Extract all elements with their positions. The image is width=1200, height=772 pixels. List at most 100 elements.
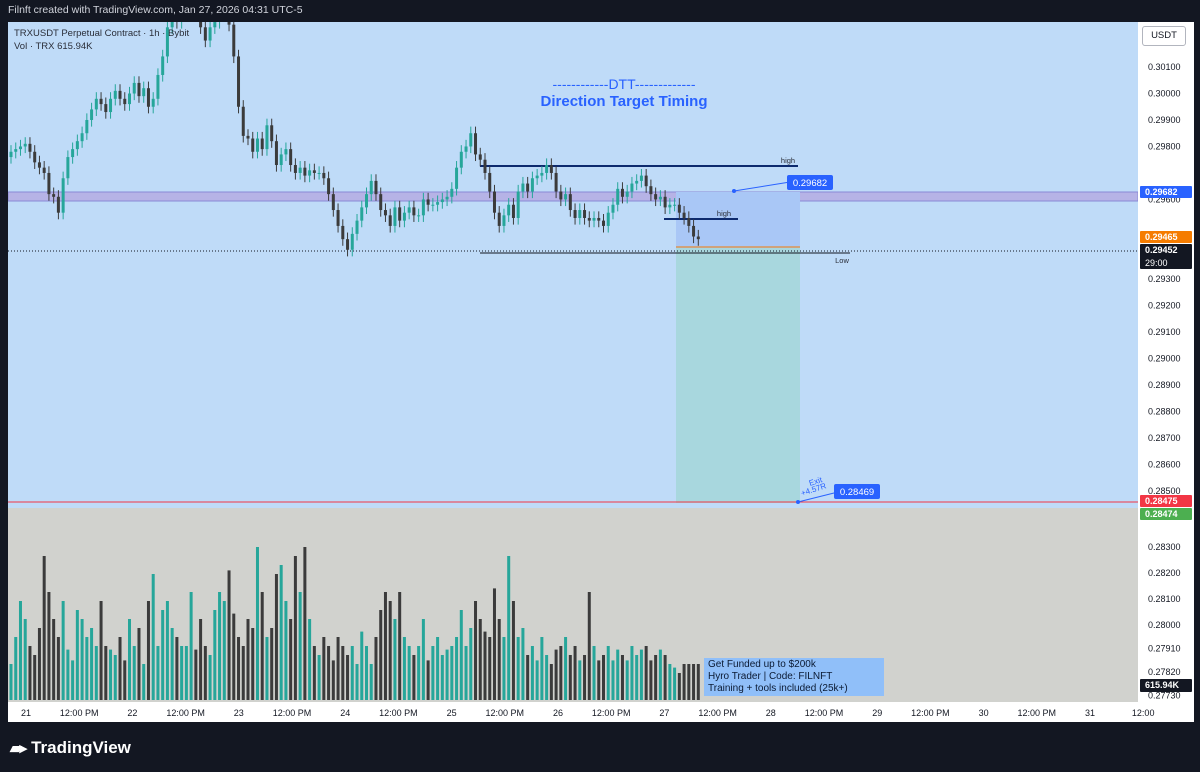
candle-body bbox=[360, 207, 364, 221]
volume-bar bbox=[308, 619, 312, 700]
chart-area[interactable]: ------------DTT------------- Direction T… bbox=[7, 0, 1139, 702]
volume-bar bbox=[540, 637, 544, 700]
candle-body bbox=[583, 210, 587, 218]
time-axis[interactable]: 21 12:00 PM 22 12:00 PM 23 12:00 PM 24 12:00 PM… bbox=[8, 702, 1194, 722]
volume-bar bbox=[289, 619, 293, 700]
dtt-line: ------------DTT------------- bbox=[553, 76, 696, 92]
time-tick: 12:00 PM bbox=[166, 708, 205, 718]
candle-body bbox=[526, 183, 530, 192]
volume-bar bbox=[327, 646, 331, 700]
candle-body bbox=[227, 0, 231, 25]
candle-body bbox=[474, 133, 478, 155]
candle-body bbox=[407, 207, 411, 213]
candles-group bbox=[9, 0, 700, 257]
candle-body bbox=[14, 149, 18, 152]
volume-bar bbox=[232, 613, 236, 700]
candle-body bbox=[587, 217, 591, 221]
volume-bar bbox=[677, 673, 681, 700]
time-axis-canvas: 21 12:00 PM 22 12:00 PM 23 12:00 PM 24 12:00 PM… bbox=[21, 708, 1155, 718]
volume-bar bbox=[284, 601, 288, 700]
time-tick: 12:00 PM bbox=[698, 708, 737, 718]
candle-body bbox=[123, 98, 127, 105]
time-tick: 12:00 PM bbox=[273, 708, 312, 718]
volume-bar bbox=[478, 619, 482, 700]
volume-badge-bg bbox=[1140, 679, 1192, 692]
currency-button[interactable]: USDT bbox=[1142, 26, 1186, 46]
volume-bar bbox=[180, 646, 184, 700]
candle-body bbox=[109, 98, 113, 113]
candle-body bbox=[606, 212, 610, 226]
candle-body bbox=[383, 210, 387, 216]
candle-body bbox=[118, 90, 122, 99]
time-tick: 21 bbox=[21, 708, 31, 718]
time-tick: 28 bbox=[766, 708, 776, 718]
candle-body bbox=[52, 194, 56, 197]
volume-bar bbox=[374, 637, 378, 700]
time-tick: 23 bbox=[234, 708, 244, 718]
volume-bar bbox=[113, 655, 117, 700]
volume-bars-group bbox=[9, 547, 700, 700]
price-badge-bg bbox=[1140, 244, 1192, 269]
volume-bar bbox=[99, 601, 103, 700]
candle-body bbox=[630, 183, 634, 192]
volume-bar bbox=[535, 660, 539, 700]
volume-bar bbox=[393, 619, 397, 700]
candle-body bbox=[398, 207, 402, 221]
price-tick: 0.28500 bbox=[1148, 486, 1181, 496]
candle-body bbox=[165, 27, 169, 57]
candle-body bbox=[161, 56, 165, 75]
price-tick: 0.28600 bbox=[1148, 459, 1181, 469]
volume-bar bbox=[696, 664, 700, 700]
candle-body bbox=[374, 180, 378, 195]
volume-bar bbox=[208, 655, 212, 700]
volume-bar bbox=[606, 646, 610, 700]
candle-body bbox=[71, 149, 75, 158]
volume-bar bbox=[123, 660, 127, 700]
entry-badge-bg bbox=[1140, 231, 1192, 243]
volume-bar bbox=[222, 601, 226, 700]
volume-bar bbox=[151, 574, 155, 700]
symbol-line[interactable]: TRXUSDT Perpetual Contract · 1h · Bybit bbox=[14, 28, 190, 39]
time-tick: 12:00 PM bbox=[379, 708, 418, 718]
volume-bar bbox=[568, 655, 572, 700]
volume-bar bbox=[554, 649, 558, 700]
volume-bar bbox=[274, 574, 278, 700]
candle-body bbox=[564, 194, 568, 200]
volume-bar bbox=[502, 637, 506, 700]
countdown: 29:00 bbox=[1145, 258, 1168, 268]
volume-bar bbox=[189, 592, 193, 700]
price-tick: 0.30000 bbox=[1148, 89, 1181, 99]
candle-body bbox=[677, 204, 681, 213]
time-tick: 12:00 bbox=[1132, 708, 1155, 718]
volume-bar bbox=[237, 637, 241, 700]
volume-bar bbox=[668, 664, 672, 700]
chart-canvas[interactable]: ------------DTT------------- Direction T… bbox=[7, 0, 1139, 702]
volume-bar bbox=[322, 637, 326, 700]
exit-axis-badge-bg bbox=[1140, 508, 1192, 520]
candle-body bbox=[322, 172, 326, 179]
candle-body bbox=[393, 207, 397, 226]
price-axis[interactable]: USDT 0.302000.301000.300000.299000.29800… bbox=[1138, 22, 1194, 702]
volume-bar bbox=[194, 649, 198, 700]
candle-body bbox=[341, 225, 345, 240]
volume-bar bbox=[635, 655, 639, 700]
volume-bar bbox=[165, 601, 169, 700]
price-tick: 0.29000 bbox=[1148, 353, 1181, 363]
volume-bar bbox=[199, 619, 203, 700]
tradingview-logo[interactable]: ▰▸ TradingView bbox=[10, 738, 131, 758]
promo-box: Get Funded up to $200k Hyro Trader | Cod… bbox=[704, 658, 884, 696]
volume-bar bbox=[445, 649, 449, 700]
candle-body bbox=[412, 207, 416, 216]
candle-body bbox=[142, 88, 146, 97]
volume-bar bbox=[14, 637, 18, 700]
candle-body bbox=[232, 24, 236, 57]
candle-body bbox=[445, 196, 449, 200]
candle-body bbox=[417, 215, 421, 217]
target-pointer-dot bbox=[732, 189, 736, 193]
candle-body bbox=[592, 217, 596, 221]
time-tick: 30 bbox=[979, 708, 989, 718]
time-tick: 31 bbox=[1085, 708, 1095, 718]
volume-bar bbox=[360, 631, 364, 700]
candle-body bbox=[692, 225, 696, 237]
volume-bar bbox=[573, 646, 577, 700]
